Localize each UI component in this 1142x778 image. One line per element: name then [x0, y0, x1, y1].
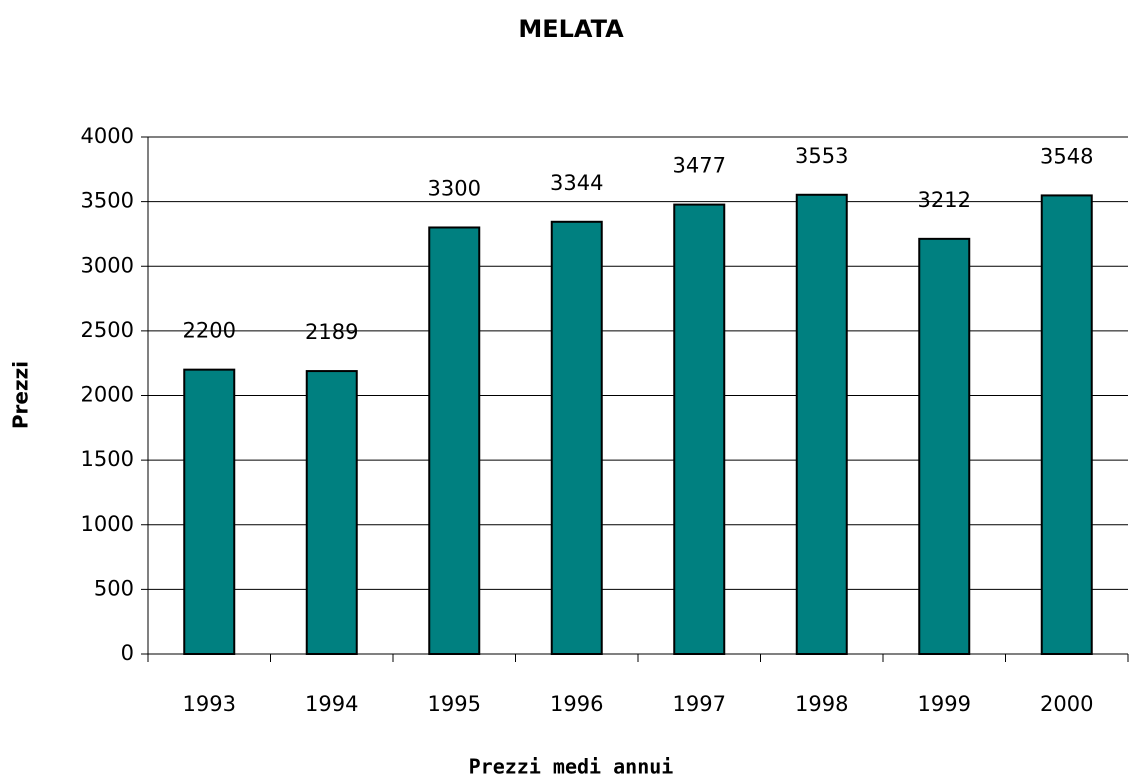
bar	[673, 203, 726, 655]
x-tick-label: 1996	[550, 692, 603, 716]
y-tick-label: 2000	[81, 383, 134, 407]
y-tick-label: 1000	[81, 512, 134, 536]
x-tick-label: 2000	[1040, 692, 1093, 716]
x-axis-label: Prezzi medi annui	[469, 755, 674, 778]
y-tick-label: 3000	[81, 253, 134, 277]
data-label: 3548	[1040, 144, 1093, 168]
data-label: 3212	[918, 188, 971, 212]
x-tick-label: 1995	[428, 692, 481, 716]
bar	[795, 193, 848, 655]
x-tick-label: 1994	[305, 692, 358, 716]
y-tick-label: 0	[121, 641, 134, 665]
y-tick-label: 500	[94, 576, 134, 600]
data-label: 2200	[183, 319, 236, 343]
y-tick-label: 3500	[81, 189, 134, 213]
bar	[1040, 194, 1093, 656]
data-label: 3300	[428, 176, 481, 200]
data-label: 2189	[305, 320, 358, 344]
x-tick-label: 1998	[795, 692, 848, 716]
bar	[428, 226, 481, 655]
y-tick-label: 1500	[81, 447, 134, 471]
y-axis-label: Prezzi	[9, 361, 33, 429]
x-tick-label: 1993	[183, 692, 236, 716]
bar	[550, 220, 603, 655]
chart-title: MELATA	[518, 15, 624, 43]
data-label: 3344	[550, 171, 603, 195]
data-label: 3553	[795, 144, 848, 168]
bar	[305, 370, 358, 655]
y-tick-label: 2500	[81, 318, 134, 342]
bar	[918, 237, 971, 655]
data-label: 3477	[673, 154, 726, 178]
bar	[183, 368, 236, 655]
x-tick-label: 1999	[918, 692, 971, 716]
x-tick-label: 1997	[673, 692, 726, 716]
y-tick-label: 4000	[81, 124, 134, 148]
